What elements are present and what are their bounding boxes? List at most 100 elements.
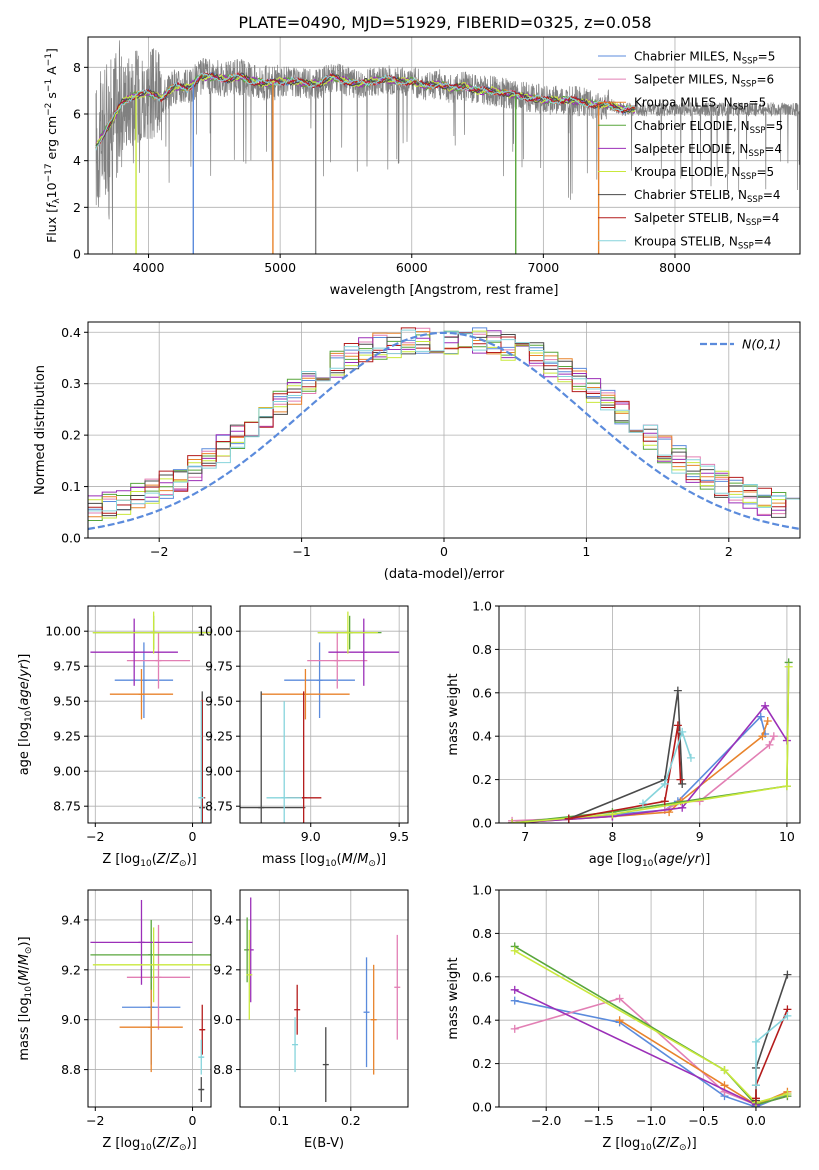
x-axis-label: E(B-V) bbox=[304, 1136, 344, 1151]
legend-label: Chabrier STELIB, NSSP=4 bbox=[634, 188, 781, 205]
y-tick-label: 10.00 bbox=[197, 624, 233, 639]
y-axis-label: age [log10(age/yr)] bbox=[17, 654, 34, 776]
y-tick-label: 0.2 bbox=[61, 428, 81, 443]
errorbar-point-4 bbox=[328, 618, 400, 686]
y-tick-label: 9.25 bbox=[205, 729, 233, 744]
x-tick-label: −2 bbox=[86, 1113, 104, 1128]
weight-line bbox=[512, 662, 790, 823]
y-tick-label: 0.6 bbox=[472, 969, 492, 984]
x-axis-label: wavelength [Angstrom, rest frame] bbox=[330, 283, 559, 298]
y-tick-label: 9.00 bbox=[53, 764, 81, 779]
weight-marker bbox=[678, 727, 687, 736]
errorbar-point-2 bbox=[119, 982, 183, 1073]
x-tick-label: −2.0 bbox=[531, 1113, 561, 1128]
x-tick-label: 9.0 bbox=[301, 829, 321, 844]
y-tick-label: 0.2 bbox=[472, 1056, 492, 1071]
y-tick-label: 1.0 bbox=[472, 883, 492, 898]
errorbar-point-1 bbox=[307, 632, 368, 689]
y-tick-label: 2 bbox=[73, 200, 81, 215]
axes-frame bbox=[239, 605, 409, 824]
y-tick-label: 0.4 bbox=[472, 1013, 492, 1028]
y-tick-label: 8.8 bbox=[213, 1062, 233, 1077]
residual-histogram-5 bbox=[88, 330, 800, 519]
y-tick-label: 9.0 bbox=[61, 1012, 81, 1027]
plot-area bbox=[88, 327, 800, 531]
weight-marker bbox=[615, 1016, 624, 1025]
weight-marker bbox=[510, 946, 519, 955]
panel-weight-vs-Z: −2.0 −1.5 −1.0 −0.5 0.0 0.0 0.2 0.4 0.6 0.8 1.0 mas… bbox=[446, 883, 801, 1153]
weight-marker bbox=[673, 686, 682, 695]
panel-mass-vs-EBV: 0.1 0.2 8.8 9.0 9.2 9.4 E(B-V) bbox=[213, 889, 409, 1151]
y-tick-label: 0.6 bbox=[472, 685, 492, 700]
x-axis-label: Z [log10(Z/Z⊙)] bbox=[602, 1136, 696, 1153]
x-tick-label: −2 bbox=[86, 829, 104, 844]
weight-marker bbox=[686, 753, 695, 762]
plot-area bbox=[240, 611, 400, 823]
weight-marker bbox=[769, 732, 778, 741]
x-tick-label: 0 bbox=[440, 544, 448, 559]
gridlines bbox=[240, 606, 408, 823]
weight-marker bbox=[751, 1094, 760, 1103]
y-tick-label: 9.0 bbox=[213, 1012, 233, 1027]
y-tick-label: 9.50 bbox=[205, 694, 233, 709]
x-tick-label: 6000 bbox=[396, 260, 428, 275]
panel-mass-vs-Z: −2 0 8.8 9.0 9.2 9.4 Z [log10(Z/Z⊙)] mass [log1… bbox=[17, 889, 212, 1153]
x-axis-label: Z [log10(Z/Z⊙)] bbox=[102, 852, 196, 869]
weight-marker bbox=[783, 1011, 792, 1020]
weight-marker bbox=[564, 814, 573, 823]
weight-series-8 bbox=[638, 727, 695, 808]
y-tick-label: 10.00 bbox=[45, 624, 81, 639]
errorbar-point-4 bbox=[90, 899, 193, 985]
x-tick-label: 0.0 bbox=[746, 1113, 766, 1128]
y-tick-label: 0.8 bbox=[472, 642, 492, 657]
errorbar-point-5 bbox=[317, 611, 378, 654]
panel-residuals: −2 −1 0 1 2 0.0 0.1 0.2 0.3 0.4 (data-model)/error… bbox=[33, 321, 801, 582]
plot-area bbox=[95, 40, 800, 254]
axes-frame bbox=[498, 889, 801, 1108]
weight-marker bbox=[761, 701, 770, 710]
errorbar-point-4 bbox=[247, 897, 254, 1003]
gridlines bbox=[88, 606, 211, 823]
weight-series-6 bbox=[564, 686, 687, 823]
errorbar-point-1 bbox=[126, 632, 191, 689]
y-tick-label: 0.4 bbox=[61, 325, 81, 340]
axes-frame bbox=[87, 36, 801, 255]
x-tick-label: 7000 bbox=[527, 260, 559, 275]
x-tick-label: 10 bbox=[779, 829, 795, 844]
weight-line bbox=[514, 950, 788, 1104]
legend-label: Kroupa ELODIE, NSSP=5 bbox=[634, 165, 774, 182]
y-tick-label: 9.2 bbox=[213, 962, 233, 977]
y-tick-label: 0.0 bbox=[61, 531, 81, 546]
errorbar-point-6 bbox=[322, 1027, 329, 1103]
y-tick-label: 1.0 bbox=[472, 599, 492, 614]
errorbar-point-2 bbox=[109, 669, 174, 720]
gaussian-curve bbox=[88, 331, 800, 531]
errorbar-point-3 bbox=[90, 919, 211, 990]
y-tick-label: 9.25 bbox=[53, 729, 81, 744]
weight-marker bbox=[678, 803, 687, 812]
panel-weight-vs-age: 7 8 9 10 0.0 0.2 0.4 0.6 0.8 1.0 mass weight age [l… bbox=[446, 599, 801, 869]
x-tick-label: 2 bbox=[725, 544, 733, 559]
errorbar-point-5 bbox=[92, 611, 211, 654]
weight-marker bbox=[510, 996, 519, 1005]
weight-marker bbox=[638, 799, 647, 808]
legend-label: Salpeter ELODIE, NSSP=4 bbox=[634, 142, 782, 159]
weight-marker bbox=[782, 782, 791, 791]
errorbar-point-7 bbox=[199, 1004, 206, 1055]
weight-line bbox=[642, 729, 692, 805]
y-tick-label: 8.75 bbox=[205, 799, 233, 814]
y-tick-label: 8.75 bbox=[53, 799, 81, 814]
weight-series-6 bbox=[751, 970, 792, 1105]
errorbar-point-8 bbox=[198, 701, 205, 823]
errorbar-point-6 bbox=[240, 691, 306, 823]
weight-line bbox=[514, 989, 757, 1106]
errorbar-point-4 bbox=[90, 618, 178, 686]
plot-area bbox=[90, 611, 211, 823]
weight-marker bbox=[660, 797, 669, 806]
figure-title: PLATE=0490, MJD=51929, FIBERID=0325, z=0… bbox=[238, 13, 651, 32]
errorbar-point-8 bbox=[198, 1039, 205, 1075]
y-tick-label: 8.8 bbox=[61, 1062, 81, 1077]
weight-marker bbox=[765, 740, 774, 749]
legend-label: Salpeter STELIB, NSSP=4 bbox=[634, 211, 779, 228]
